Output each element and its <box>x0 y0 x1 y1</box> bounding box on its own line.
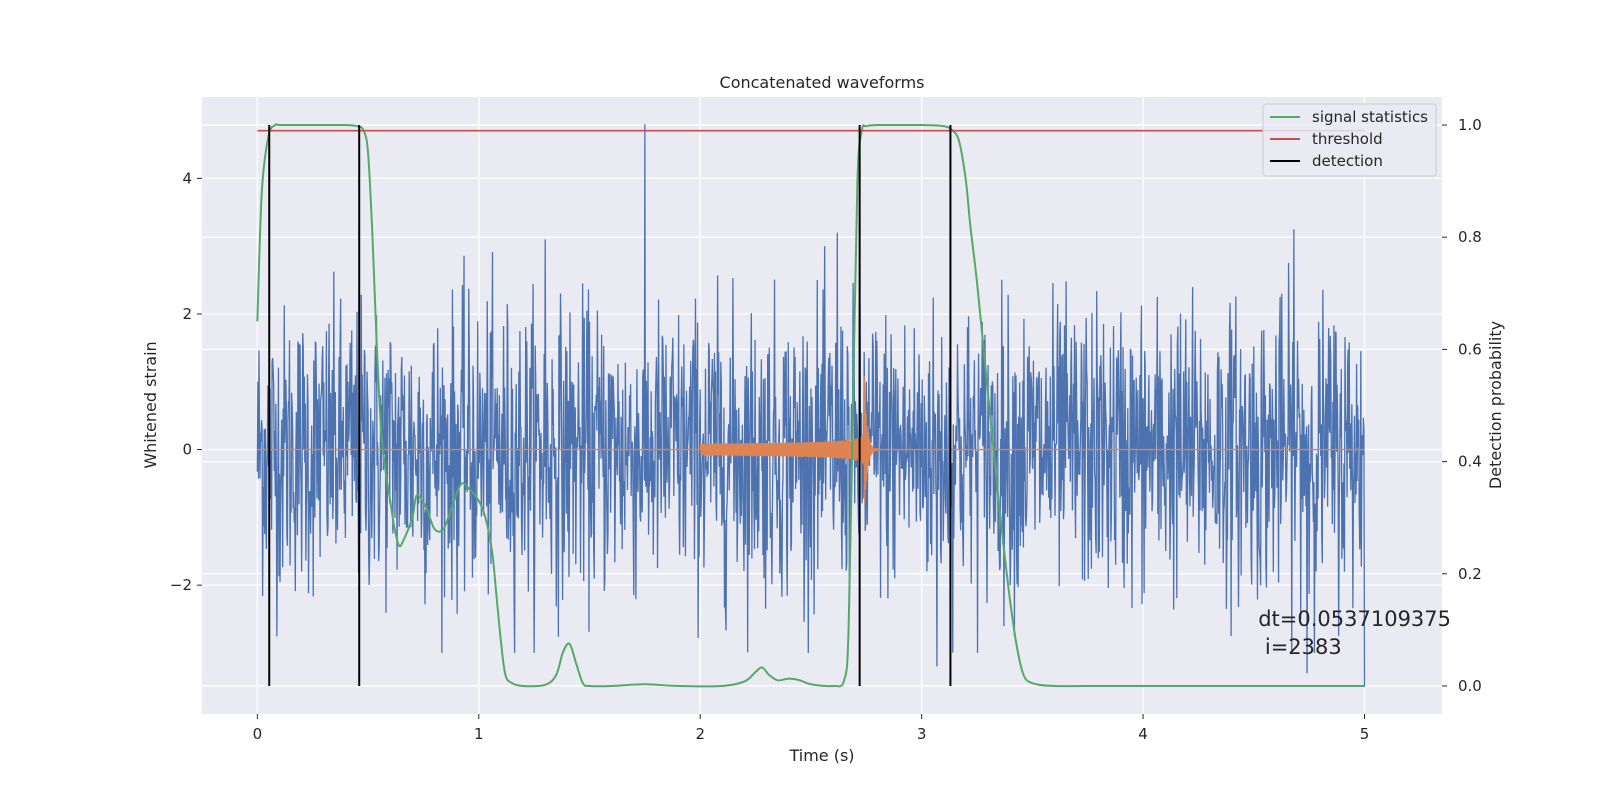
x-tick-label: 2 <box>695 725 705 743</box>
x-tick-label: 3 <box>917 725 927 743</box>
x-tick-label: 1 <box>474 725 484 743</box>
y-tick-label-right: 1.0 <box>1458 116 1482 134</box>
y-axis-title-left: Whitened strain <box>141 341 160 468</box>
y-tick-label-right: 0.2 <box>1458 565 1482 583</box>
chart-title: Concatenated waveforms <box>720 73 925 92</box>
annotation-index: i=2383 <box>1258 635 1342 659</box>
x-axis-title: Time (s) <box>788 746 854 765</box>
y-tick-label-left: 2 <box>182 305 192 323</box>
y-tick-label-right: 0.0 <box>1458 677 1482 695</box>
y-tick-label-left: 0 <box>182 441 192 459</box>
x-tick-label: 4 <box>1138 725 1148 743</box>
axes: 0 1 2 3 4 5 −2 0 2 4 0.0 0.2 0.4 0.6 0.8 1.0 <box>170 116 1482 743</box>
legend-label-signal-statistics: signal statistics <box>1312 108 1428 126</box>
y-tick-label-left: −2 <box>170 576 192 594</box>
y-tick-label-right: 0.4 <box>1458 453 1482 471</box>
legend-label-detection: detection <box>1312 152 1383 170</box>
x-tick-label: 5 <box>1360 725 1370 743</box>
series-signal-statistics <box>256 123 1365 688</box>
series-layer <box>256 123 1366 688</box>
y-tick-label-right: 0.8 <box>1458 228 1482 246</box>
annotation-dt: dt=0.0537109375 <box>1258 607 1451 631</box>
y-tick-label-left: 4 <box>182 169 192 187</box>
x-tick-label: 0 <box>253 725 263 743</box>
legend: signal statistics threshold detection <box>1262 103 1437 177</box>
legend-box <box>1262 103 1437 177</box>
y-axis-title-right: Detection probability <box>1486 321 1505 489</box>
y-tick-label-right: 0.6 <box>1458 340 1482 358</box>
legend-label-threshold: threshold <box>1312 130 1383 148</box>
dt-annotation: dt=0.0537109375 i=2383 <box>1258 607 1451 659</box>
series-whitened-strain <box>256 124 1366 687</box>
series-injected-waveform <box>257 376 1365 503</box>
